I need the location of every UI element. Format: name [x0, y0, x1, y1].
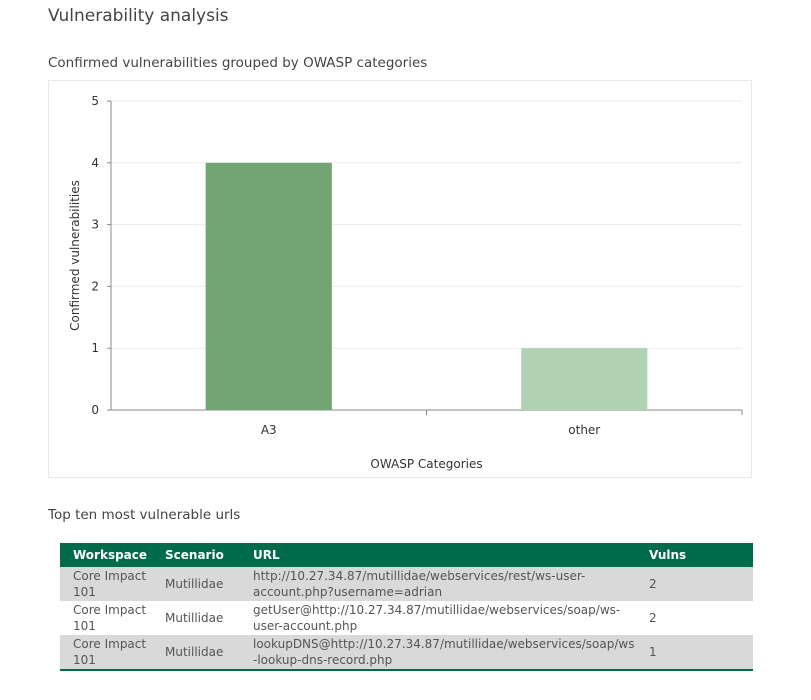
cell-url: http://10.27.34.87/mutillidae/webservice… [240, 567, 636, 601]
y-tick-label: 2 [91, 279, 99, 293]
x-axis-title: OWASP Categories [370, 457, 482, 471]
cell-scenario: Mutillidae [152, 601, 240, 635]
chart-section-title: Confirmed vulnerabilities grouped by OWA… [48, 55, 428, 71]
page-title: Vulnerability analysis [48, 6, 229, 26]
table-row: Core Impact 101 Mutillidae http://10.27.… [60, 567, 753, 601]
x-tick-label: other [568, 423, 600, 437]
cell-url: getUser@http://10.27.34.87/mutillidae/we… [240, 601, 636, 635]
cell-scenario: Mutillidae [152, 635, 240, 671]
column-header-scenario[interactable]: Scenario [152, 543, 240, 567]
table-row: Core Impact 101 Mutillidae getUser@http:… [60, 601, 753, 635]
table-header-row: Workspace Scenario URL Vulns [60, 543, 753, 567]
y-tick-label: 5 [91, 94, 99, 108]
cell-workspace: Core Impact 101 [60, 567, 152, 601]
chart-canvas: 0 1 2 3 4 5 A3 other OWASP Categories Confirmed v… [68, 94, 743, 471]
cell-vulns: 1 [636, 635, 753, 671]
y-tick-label: 3 [91, 218, 99, 232]
column-header-url[interactable]: URL [240, 543, 636, 567]
cell-vulns: 2 [636, 601, 753, 635]
bar-a3 [205, 162, 332, 410]
cell-workspace: Core Impact 101 [60, 635, 152, 671]
cell-url: lookupDNS@http://10.27.34.87/mutillidae/… [240, 635, 636, 671]
y-axis-title: Confirmed vulnerabilities [68, 180, 82, 331]
owasp-bar-chart: 0 1 2 3 4 5 A3 other OWASP Categories Confirmed v… [48, 80, 752, 478]
cell-vulns: 2 [636, 567, 753, 601]
column-header-vulns[interactable]: Vulns [636, 543, 753, 567]
bar-other [521, 348, 648, 410]
column-header-workspace[interactable]: Workspace [60, 543, 152, 567]
table-section-title: Top ten most vulnerable urls [48, 507, 241, 523]
y-tick-label: 4 [91, 156, 99, 170]
vulnerable-urls-table: Workspace Scenario URL Vulns Core Impact… [60, 543, 753, 671]
cell-workspace: Core Impact 101 [60, 601, 152, 635]
y-tick-label: 0 [91, 403, 99, 417]
y-tick-label: 1 [91, 341, 99, 355]
cell-scenario: Mutillidae [152, 567, 240, 601]
x-tick-label: A3 [261, 423, 277, 437]
table-row: Core Impact 101 Mutillidae lookupDNS@htt… [60, 635, 753, 671]
